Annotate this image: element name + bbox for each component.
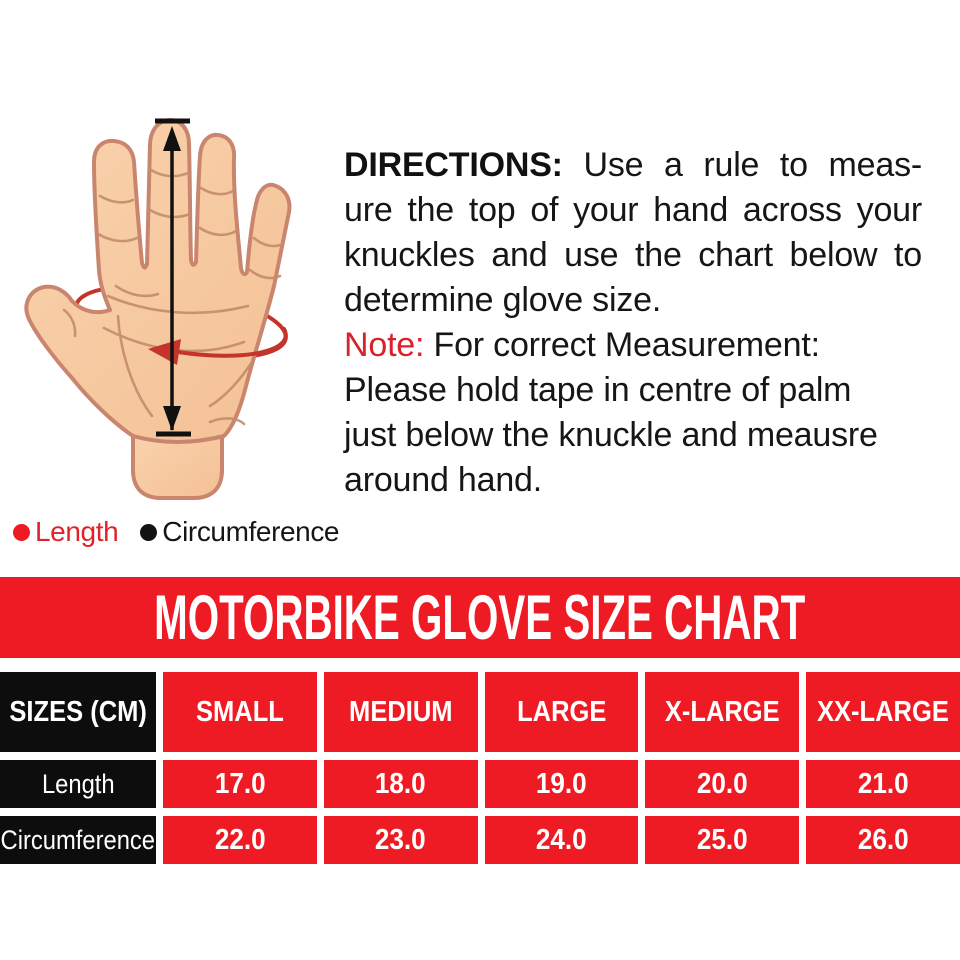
row-label-length: Length [0, 760, 156, 808]
circumference-value-cell: 26.0 [806, 816, 960, 864]
page-title: MOTORBIKE GLOVE SIZE CHART [154, 582, 806, 653]
directions-line: determine glove size. [344, 281, 662, 319]
length-value-cell: 18.0 [323, 760, 478, 808]
circumference-value-cell: 25.0 [645, 816, 800, 864]
circumference-value-cell: 24.0 [484, 816, 639, 864]
directions-line: knuckles and use the chart below to [344, 236, 922, 274]
header-cell-sizes: SIZES (CM) [0, 672, 156, 752]
note-line: Please hold tape in centre of palm [344, 371, 852, 409]
header-cell-x-large: X-LARGE [645, 672, 800, 752]
directions-heading: DIRECTIONS: [344, 146, 563, 184]
header-cell-small: SMALL [163, 672, 317, 752]
length-value-cell: 21.0 [806, 760, 960, 808]
circumference-value-cell: 22.0 [163, 816, 317, 864]
note-text: For correct Measurement: [424, 326, 821, 364]
hand-measurement-diagram [0, 100, 330, 510]
legend-label-length: Length [35, 516, 119, 547]
legend-label-circumference: Circumference [162, 516, 340, 547]
hand-wrist [131, 430, 224, 500]
hand-silhouette [24, 118, 292, 444]
length-value-cell: 17.0 [163, 760, 317, 808]
length-value-cell: 19.0 [484, 760, 639, 808]
directions-block: DIRECTIONS: Use a rule to meas- ure the … [344, 143, 922, 503]
length-bullet-icon [13, 523, 30, 541]
circumference-value-cell: 23.0 [323, 816, 478, 864]
note-line: just below the knuckle and meausre [344, 416, 878, 454]
directions-line: DIRECTIONS: Use a rule to meas- [344, 143, 922, 188]
row-label-circumference: Circumference [0, 816, 156, 864]
title-banner: MOTORBIKE GLOVE SIZE CHART [0, 577, 960, 658]
legend-item-length: Length [13, 516, 119, 548]
header-cell-xx-large: XX-LARGE [806, 672, 960, 752]
legend-item-circumference: Circumference [140, 516, 340, 548]
legend: Length Circumference [13, 516, 340, 548]
note-label: Note: [344, 326, 425, 364]
size-chart-table: SIZES (CM) SMALL MEDIUM LARGE X-LARGE XX… [0, 672, 960, 864]
circumference-bullet-icon [140, 523, 158, 541]
note-line: around hand. [344, 461, 542, 499]
hand-crease-lines [62, 168, 285, 426]
length-arrow [155, 118, 191, 437]
directions-text: Use a rule to meas- [562, 146, 922, 184]
header-cell-medium: MEDIUM [323, 672, 478, 752]
note-line: Note: For correct Measurement: [344, 323, 922, 368]
directions-line: ure the top of your hand across your [344, 191, 922, 229]
length-value-cell: 20.0 [645, 760, 800, 808]
hand-diagram-svg [24, 118, 292, 500]
header-cell-large: LARGE [484, 672, 639, 752]
